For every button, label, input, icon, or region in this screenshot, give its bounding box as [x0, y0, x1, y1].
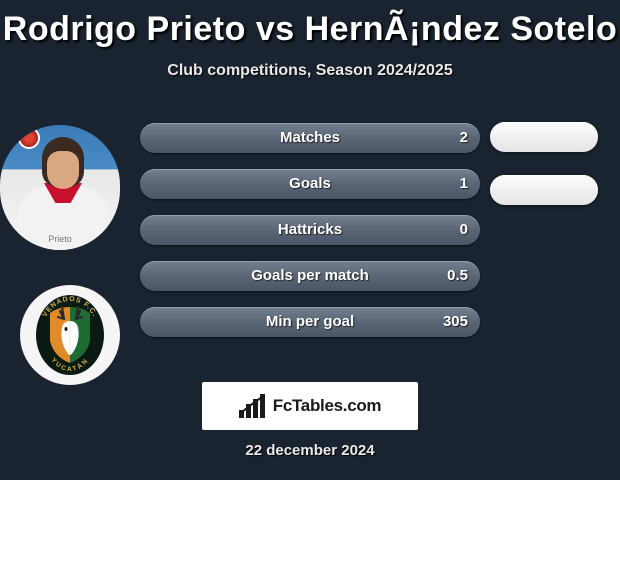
stat-value-left: 1: [460, 169, 468, 199]
stat-oval-right-goals: [490, 175, 598, 205]
stat-oval-right-matches: [490, 122, 598, 152]
page-subtitle: Club competitions, Season 2024/2025: [0, 62, 620, 80]
stat-row-hattricks: Hattricks 0: [140, 215, 480, 245]
stat-label: Matches: [140, 123, 480, 153]
stat-value-left: 0.5: [447, 261, 468, 291]
stat-label: Hattricks: [140, 215, 480, 245]
stat-row-goals-per-match: Goals per match 0.5: [140, 261, 480, 291]
player1-club-badge-icon: [18, 127, 40, 149]
stat-value-left: 305: [443, 307, 468, 337]
stat-value-left: 0: [460, 215, 468, 245]
stat-row-min-per-goal: Min per goal 305: [140, 307, 480, 337]
stat-row-matches: Matches 2: [140, 123, 480, 153]
player2-crest: VENADOS F.C. YUCATÁN: [20, 285, 120, 385]
date-label: 22 december 2024: [0, 442, 620, 459]
stat-value-left: 2: [460, 123, 468, 153]
player1-name-tag: Prieto: [0, 234, 120, 244]
player1-avatar: Prieto: [0, 125, 120, 250]
player1-face: [47, 151, 79, 189]
stat-label: Goals per match: [140, 261, 480, 291]
stat-label: Goals: [140, 169, 480, 199]
watermark: FcTables.com: [202, 382, 418, 430]
page-title: Rodrigo Prieto vs HernÃ¡ndez Sotelo: [0, 10, 620, 49]
stat-row-goals: Goals 1: [140, 169, 480, 199]
watermark-bars-icon: [239, 394, 269, 418]
venados-crest-icon: VENADOS F.C. YUCATÁN: [34, 293, 106, 377]
watermark-text: FcTables.com: [273, 396, 382, 416]
stat-label: Min per goal: [140, 307, 480, 337]
